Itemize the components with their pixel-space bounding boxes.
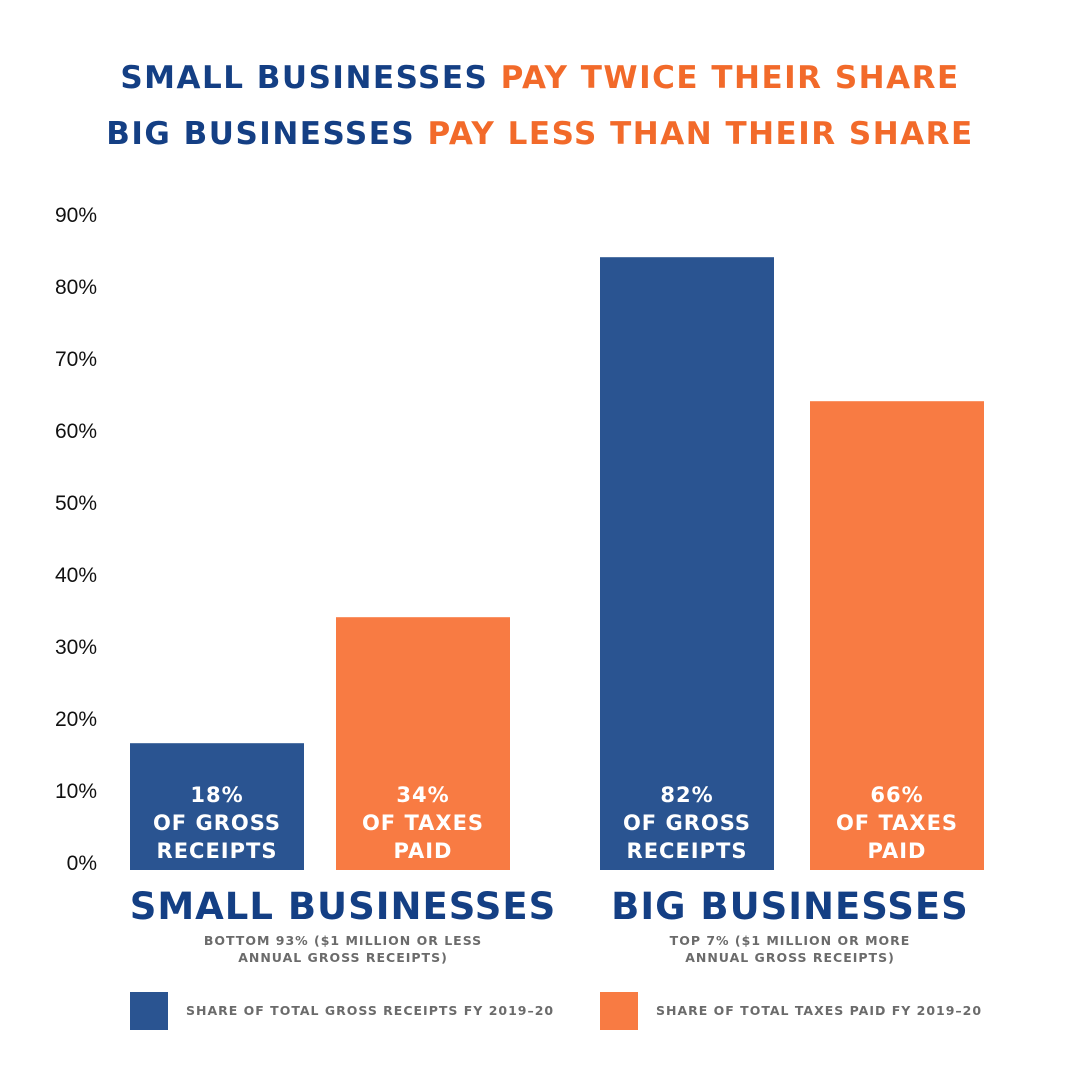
headline-1-claim: PAY TWICE THEIR SHARE	[500, 60, 960, 96]
bar-data-label: 82%	[660, 783, 713, 807]
y-tick-label: 20%	[55, 708, 97, 731]
bar-data-label: RECEIPTS	[627, 839, 748, 863]
bar-receipts-small	[130, 743, 304, 870]
y-tick-label: 40%	[55, 564, 97, 587]
bar-taxes-big	[810, 401, 984, 870]
headline-2-claim: PAY LESS THAN THEIR SHARE	[427, 116, 974, 152]
bar-data-label: PAID	[868, 839, 927, 863]
legend-label-taxes: SHARE OF TOTAL TAXES PAID FY 2019–20	[656, 1003, 983, 1018]
group-sub-small-2: ANNUAL GROSS RECEIPTS)	[238, 950, 448, 965]
group-sub-small-1: BOTTOM 93% ($1 MILLION OR LESS	[203, 933, 483, 948]
y-tick-label: 60%	[55, 420, 97, 443]
bar-data-label: PAID	[394, 839, 453, 863]
y-tick-label: 70%	[55, 348, 97, 371]
headline-2-subject: BIG BUSINESSES	[106, 116, 416, 152]
group-sub-big-2: ANNUAL GROSS RECEIPTS)	[685, 950, 895, 965]
y-tick-label: 90%	[55, 204, 97, 227]
bar-data-label: 66%	[870, 783, 923, 807]
bar-data-label: OF GROSS	[153, 811, 281, 835]
headline-1-subject: SMALL BUSINESSES	[120, 60, 489, 96]
legend-swatch-taxes	[600, 992, 638, 1030]
bar-data-label: OF TAXES	[836, 811, 958, 835]
bar-receipts-big	[600, 257, 774, 870]
group-label-small: SMALL BUSINESSES	[129, 885, 557, 928]
y-tick-label: 50%	[55, 492, 97, 515]
y-tick-label: 0%	[67, 852, 97, 875]
group-label-big: BIG BUSINESSES	[611, 885, 969, 928]
legend-label-receipts: SHARE OF TOTAL GROSS RECEIPTS FY 2019–20	[186, 1003, 555, 1018]
group-sub-big-1: TOP 7% ($1 MILLION OR MORE	[669, 933, 911, 948]
y-tick-label: 10%	[55, 780, 97, 803]
headline-line-1: SMALL BUSINESSES PAY TWICE THEIR SHARE	[0, 60, 1080, 96]
legend-swatch-receipts	[130, 992, 168, 1030]
y-tick-label: 30%	[55, 636, 97, 659]
bar-data-label: RECEIPTS	[157, 839, 278, 863]
bar-data-label: 18%	[190, 783, 243, 807]
bar-data-label: 34%	[396, 783, 449, 807]
bar-taxes-small	[336, 617, 510, 870]
bar-data-label: OF TAXES	[362, 811, 484, 835]
y-tick-label: 80%	[55, 276, 97, 299]
headline-line-2: BIG BUSINESSES PAY LESS THAN THEIR SHARE	[0, 116, 1080, 152]
bar-data-label: OF GROSS	[623, 811, 751, 835]
